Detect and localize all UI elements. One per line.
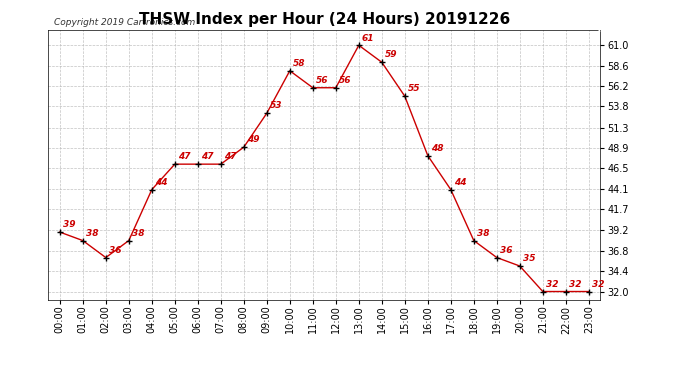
Text: 36: 36	[500, 246, 512, 255]
Text: 32: 32	[546, 280, 558, 289]
Text: 48: 48	[431, 144, 443, 153]
Text: 32: 32	[569, 280, 581, 289]
Text: 58: 58	[293, 59, 305, 68]
Text: 36: 36	[108, 246, 121, 255]
Text: Copyright 2019 Cartronics.com: Copyright 2019 Cartronics.com	[54, 18, 195, 27]
Text: THSW  (°F): THSW (°F)	[596, 24, 656, 33]
Text: 38: 38	[132, 229, 144, 238]
Title: THSW Index per Hour (24 Hours) 20191226: THSW Index per Hour (24 Hours) 20191226	[139, 12, 510, 27]
Text: 39: 39	[63, 220, 75, 229]
Text: 55: 55	[408, 84, 420, 93]
Text: 32: 32	[591, 280, 604, 289]
Text: 59: 59	[384, 51, 397, 60]
Text: 49: 49	[246, 135, 259, 144]
Text: 44: 44	[453, 178, 466, 187]
Text: 47: 47	[224, 152, 236, 161]
Text: 53: 53	[270, 101, 282, 110]
Text: 56: 56	[339, 76, 351, 85]
Text: 44: 44	[155, 178, 167, 187]
Text: 38: 38	[86, 229, 98, 238]
Text: 56: 56	[315, 76, 328, 85]
Text: 61: 61	[362, 33, 374, 42]
Text: 38: 38	[477, 229, 489, 238]
Text: 35: 35	[522, 254, 535, 263]
Text: 47: 47	[201, 152, 213, 161]
Text: 47: 47	[177, 152, 190, 161]
